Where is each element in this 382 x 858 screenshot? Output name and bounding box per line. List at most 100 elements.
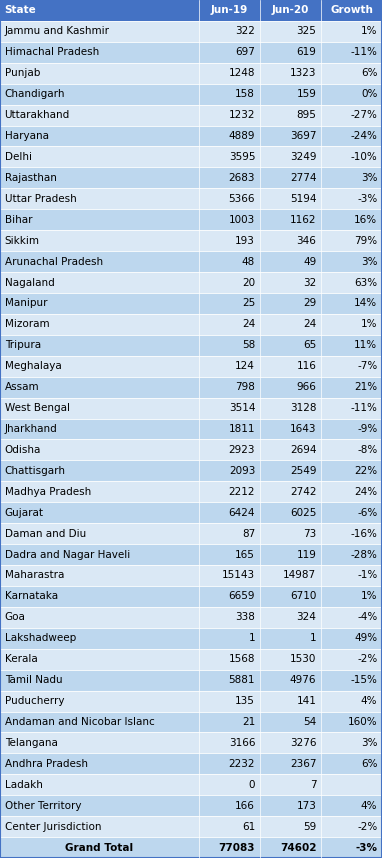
Text: -3%: -3%	[355, 843, 377, 853]
Text: 20: 20	[242, 277, 255, 287]
Text: Grand Total: Grand Total	[65, 843, 133, 853]
Text: Jun-19: Jun-19	[210, 5, 248, 15]
Text: 165: 165	[235, 550, 255, 559]
Text: 141: 141	[296, 696, 316, 706]
Text: 798: 798	[235, 382, 255, 392]
Text: Tamil Nadu: Tamil Nadu	[5, 675, 62, 686]
Text: 697: 697	[235, 47, 255, 57]
Text: 77083: 77083	[219, 843, 255, 853]
Bar	[0, 21, 382, 42]
Text: 193: 193	[235, 236, 255, 245]
Text: 1%: 1%	[361, 591, 377, 601]
Text: 14%: 14%	[354, 299, 377, 308]
Text: 32: 32	[303, 277, 316, 287]
Text: Goa: Goa	[5, 613, 26, 622]
Text: 5881: 5881	[229, 675, 255, 686]
Text: Jharkhand: Jharkhand	[5, 424, 57, 434]
Text: 1643: 1643	[290, 424, 316, 434]
Text: 2683: 2683	[229, 172, 255, 183]
Text: Dadra and Nagar Haveli: Dadra and Nagar Haveli	[5, 550, 130, 559]
Text: -28%: -28%	[351, 550, 377, 559]
Text: 5194: 5194	[290, 194, 316, 204]
Text: Himachal Pradesh: Himachal Pradesh	[5, 47, 99, 57]
Text: 2694: 2694	[290, 445, 316, 455]
Text: -8%: -8%	[357, 445, 377, 455]
Text: 54: 54	[303, 717, 316, 727]
Text: -15%: -15%	[351, 675, 377, 686]
Text: -16%: -16%	[351, 529, 377, 539]
Text: -11%: -11%	[351, 403, 377, 413]
Text: 49%: 49%	[354, 633, 377, 644]
Text: 2923: 2923	[229, 445, 255, 455]
Text: 14987: 14987	[283, 571, 316, 581]
Text: 1003: 1003	[229, 214, 255, 225]
Text: Arunachal Pradesh: Arunachal Pradesh	[5, 257, 103, 267]
Text: 166: 166	[235, 801, 255, 811]
Text: 4889: 4889	[229, 131, 255, 141]
Text: 6%: 6%	[361, 758, 377, 769]
Text: 4976: 4976	[290, 675, 316, 686]
Text: 1: 1	[249, 633, 255, 644]
Bar	[0, 84, 382, 105]
Text: 73: 73	[303, 529, 316, 539]
Text: 1530: 1530	[290, 654, 316, 664]
Text: Meghalaya: Meghalaya	[5, 361, 62, 372]
Text: 79%: 79%	[354, 236, 377, 245]
Text: 65: 65	[303, 341, 316, 350]
Text: 25: 25	[242, 299, 255, 308]
Text: 24: 24	[242, 319, 255, 329]
Text: 619: 619	[296, 47, 316, 57]
Bar	[0, 711, 382, 733]
Text: 119: 119	[296, 550, 316, 559]
Text: 322: 322	[235, 27, 255, 36]
Text: 21: 21	[242, 717, 255, 727]
Text: Haryana: Haryana	[5, 131, 49, 141]
Text: 895: 895	[296, 110, 316, 120]
Text: 1568: 1568	[229, 654, 255, 664]
Text: -3%: -3%	[357, 194, 377, 204]
Bar	[0, 125, 382, 147]
Text: Bihar: Bihar	[5, 214, 32, 225]
Text: 22%: 22%	[354, 466, 377, 476]
Bar	[0, 377, 382, 397]
Bar	[0, 397, 382, 419]
Bar	[0, 356, 382, 377]
Bar	[0, 837, 382, 858]
Text: 0: 0	[249, 780, 255, 789]
Text: Punjab: Punjab	[5, 69, 40, 78]
Text: 3697: 3697	[290, 131, 316, 141]
Text: Delhi: Delhi	[5, 152, 32, 162]
Text: 160%: 160%	[348, 717, 377, 727]
Text: -2%: -2%	[357, 822, 377, 831]
Text: 6710: 6710	[290, 591, 316, 601]
Text: 3%: 3%	[361, 257, 377, 267]
Text: 0%: 0%	[361, 89, 377, 100]
Text: 3595: 3595	[229, 152, 255, 162]
Text: -6%: -6%	[357, 508, 377, 517]
Text: Madhya Pradesh: Madhya Pradesh	[5, 486, 91, 497]
Text: Mizoram: Mizoram	[5, 319, 49, 329]
Text: Tripura: Tripura	[5, 341, 41, 350]
Text: -4%: -4%	[357, 613, 377, 622]
Text: 2232: 2232	[229, 758, 255, 769]
Bar	[0, 335, 382, 356]
Bar	[0, 272, 382, 293]
Text: 2367: 2367	[290, 758, 316, 769]
Text: 29: 29	[303, 299, 316, 308]
Bar	[0, 565, 382, 586]
Text: 1%: 1%	[361, 319, 377, 329]
Text: 6424: 6424	[229, 508, 255, 517]
Text: 2774: 2774	[290, 172, 316, 183]
Bar	[0, 691, 382, 711]
Bar	[0, 293, 382, 314]
Text: 173: 173	[296, 801, 316, 811]
Text: 135: 135	[235, 696, 255, 706]
Text: 3%: 3%	[361, 738, 377, 748]
Text: 5366: 5366	[229, 194, 255, 204]
Text: Odisha: Odisha	[5, 445, 41, 455]
Text: -27%: -27%	[351, 110, 377, 120]
Text: -10%: -10%	[351, 152, 377, 162]
Text: -24%: -24%	[351, 131, 377, 141]
Text: 3276: 3276	[290, 738, 316, 748]
Text: 159: 159	[296, 89, 316, 100]
